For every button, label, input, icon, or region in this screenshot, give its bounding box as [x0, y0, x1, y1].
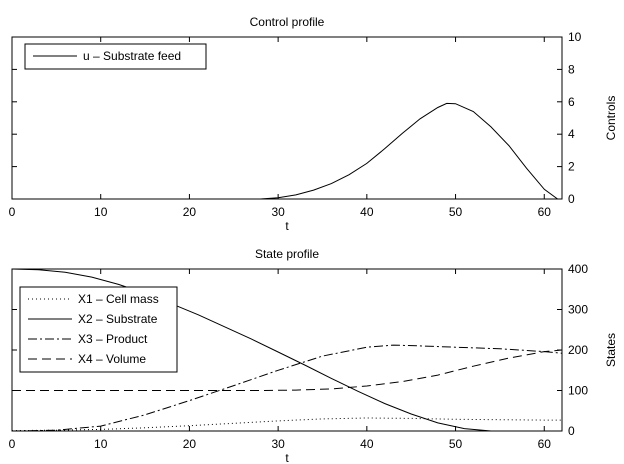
chart-title: Control profile — [250, 15, 325, 29]
legend-label: X3 – Product — [78, 332, 148, 346]
legend-box — [19, 286, 178, 373]
x-tick-label: 30 — [271, 205, 285, 219]
chart-1: Control profile 0 10 20 30 40 50 60 t 0 2 4 6 8 10 Cont… — [9, 15, 618, 233]
series-line-3 — [12, 344, 562, 431]
y-tick-label: 8 — [568, 62, 575, 76]
x-tick-label: 40 — [360, 437, 374, 451]
x-tick-label: 50 — [449, 205, 463, 219]
x-tick-label: 60 — [538, 437, 552, 451]
x-axis-label: t — [285, 219, 289, 233]
chart-title: State profile — [255, 247, 319, 261]
x-tick-label: 10 — [94, 437, 108, 451]
legend-label: X2 – Substrate — [78, 312, 158, 326]
y-tick-label: 100 — [568, 384, 588, 398]
x-tick-label: 40 — [360, 205, 374, 219]
x-tick-label: 20 — [183, 205, 197, 219]
y-tick-label: 10 — [568, 30, 582, 44]
x-tick-label: 10 — [94, 205, 108, 219]
legend-label: X1 – Cell mass — [78, 292, 159, 306]
plot-frame — [11, 36, 563, 200]
x-tick-label: 20 — [183, 437, 197, 451]
legend-box — [24, 43, 207, 70]
legend-label: u – Substrate feed — [83, 49, 181, 63]
x-axis-label: t — [285, 451, 289, 464]
series-line-4 — [12, 349, 562, 391]
chart-2: State profile 0 10 20 30 40 50 60 t 0 100 200 300 400… — [9, 247, 618, 464]
y-tick-label: 4 — [568, 127, 575, 141]
x-tick-label: 0 — [9, 437, 16, 451]
y-tick-label: 2 — [568, 160, 575, 174]
y-axis-label: Controls — [604, 96, 618, 141]
x-tick-label: 30 — [271, 437, 285, 451]
x-tick-label: 50 — [449, 437, 463, 451]
y-tick-label: 0 — [568, 424, 575, 438]
series-line-2 — [12, 269, 500, 431]
y-tick-label: 6 — [568, 95, 575, 109]
x-tick-label: 60 — [538, 205, 552, 219]
y-tick-label: 200 — [568, 343, 588, 357]
x-tick-label: 0 — [9, 205, 16, 219]
y-tick-label: 0 — [568, 192, 575, 206]
legend-label: X4 – Volume — [78, 352, 146, 366]
series-line-1 — [12, 102, 558, 199]
y-axis-label: States — [604, 333, 618, 367]
y-tick-label: 400 — [568, 262, 588, 276]
y-tick-label: 300 — [568, 303, 588, 317]
series-line-1 — [12, 417, 562, 431]
